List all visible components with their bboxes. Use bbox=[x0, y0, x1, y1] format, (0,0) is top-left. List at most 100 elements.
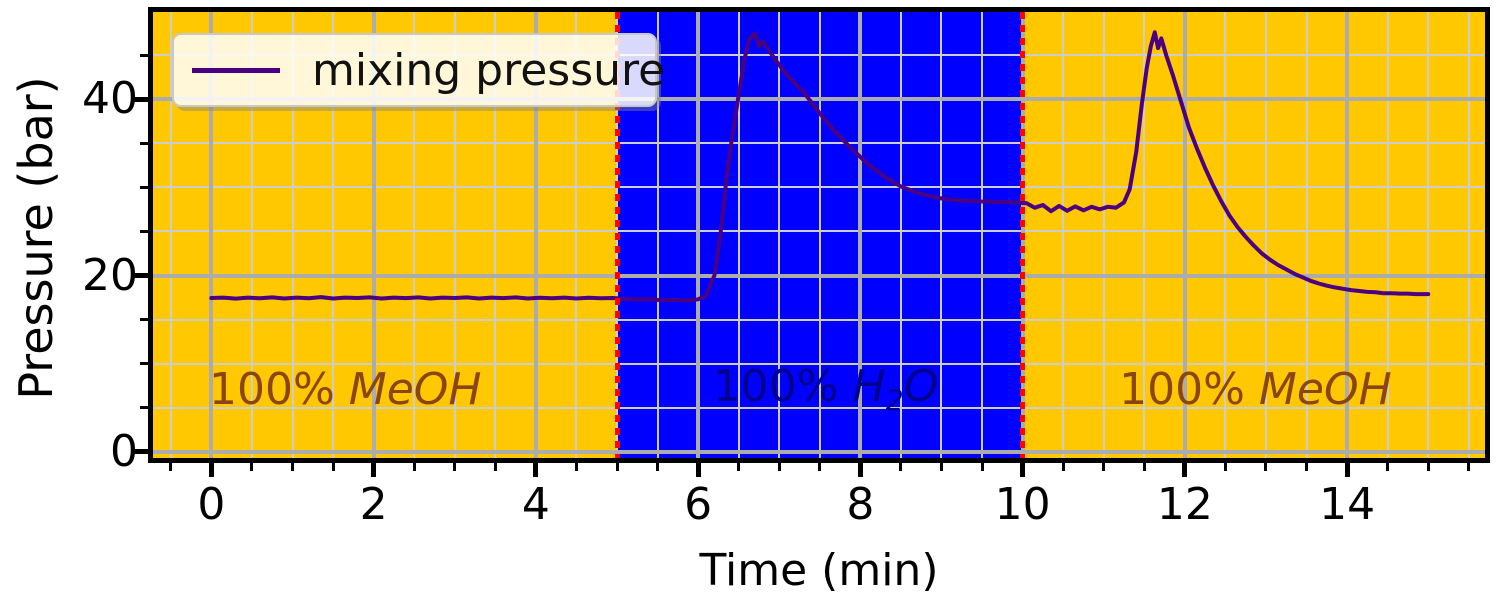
x-minor-tick bbox=[574, 463, 578, 471]
y-minor-gridline bbox=[153, 54, 1485, 57]
legend: mixing pressure bbox=[172, 33, 665, 107]
x-major-tick bbox=[371, 463, 377, 477]
x-major-gridline bbox=[533, 12, 538, 458]
y-minor-tick bbox=[140, 229, 148, 233]
y-minor-gridline bbox=[153, 362, 1485, 365]
x-minor-tick bbox=[1142, 463, 1146, 471]
x-tick-label: 2 bbox=[359, 479, 388, 530]
annotation-prefix: 100% bbox=[712, 360, 853, 412]
x-minor-tick bbox=[1467, 463, 1471, 471]
x-minor-gridline bbox=[1264, 12, 1267, 458]
y-minor-tick bbox=[140, 406, 148, 410]
x-minor-gridline bbox=[169, 12, 172, 458]
y-tick-label: 40 bbox=[82, 73, 138, 125]
region-annotations: 100% MeOH 100% H2O 100% MeOH bbox=[153, 12, 1485, 458]
x-minor-tick bbox=[412, 463, 416, 471]
x-minor-gridline bbox=[899, 12, 902, 458]
annotation-meoh: 100% MeOH bbox=[209, 368, 482, 412]
x-minor-gridline bbox=[413, 12, 416, 458]
x-major-gridline bbox=[371, 12, 376, 458]
x-minor-gridline bbox=[737, 12, 740, 458]
x-minor-gridline bbox=[940, 12, 943, 458]
x-minor-tick bbox=[1223, 463, 1227, 471]
x-tick-label: 14 bbox=[1319, 479, 1376, 530]
y-minor-tick bbox=[140, 185, 148, 189]
x-major-gridline bbox=[209, 12, 214, 458]
x-minor-tick bbox=[291, 463, 295, 471]
annotation-formula: MeOH bbox=[1258, 364, 1392, 416]
y-major-gridline bbox=[153, 449, 1485, 454]
x-minor-gridline bbox=[1305, 12, 1308, 458]
y-minor-tick bbox=[140, 362, 148, 366]
plot-area: 100% MeOH 100% H2O 100% MeOH mixing pressu… bbox=[148, 7, 1490, 463]
y-minor-tick bbox=[140, 141, 148, 145]
x-minor-tick bbox=[1061, 463, 1065, 471]
x-minor-tick bbox=[1264, 463, 1268, 471]
y-minor-gridline bbox=[153, 142, 1485, 145]
annotation-prefix: 100% bbox=[1119, 364, 1259, 416]
x-minor-tick bbox=[656, 463, 660, 471]
x-minor-tick bbox=[818, 463, 822, 471]
y-major-gridline bbox=[153, 273, 1485, 278]
y-minor-gridline bbox=[153, 406, 1485, 409]
y-major-tick bbox=[134, 273, 148, 279]
region-meoh-2 bbox=[1022, 12, 1485, 458]
x-minor-tick bbox=[169, 463, 173, 471]
x-tick-label: 0 bbox=[197, 479, 226, 530]
y-minor-gridline bbox=[153, 186, 1485, 189]
x-major-tick bbox=[1344, 463, 1350, 477]
y-major-tick bbox=[134, 449, 148, 455]
x-minor-tick bbox=[331, 463, 335, 471]
x-minor-tick bbox=[1102, 463, 1106, 471]
x-minor-tick bbox=[1386, 463, 1390, 471]
x-major-gridline bbox=[1182, 12, 1187, 458]
x-minor-tick bbox=[615, 463, 619, 471]
y-tick-labels: 0 20 40 bbox=[0, 12, 138, 474]
x-major-tick bbox=[533, 463, 539, 477]
x-major-tick bbox=[1020, 463, 1026, 477]
annotation-prefix: 100% bbox=[208, 364, 349, 416]
x-minor-gridline bbox=[1467, 12, 1470, 458]
vline-t5 bbox=[614, 12, 620, 458]
annotation-formula: O bbox=[903, 360, 939, 412]
pressure-line bbox=[209, 30, 1431, 303]
annotation-formula: H bbox=[852, 360, 886, 412]
x-minor-gridline bbox=[981, 12, 984, 458]
x-minor-gridline bbox=[1062, 12, 1065, 458]
x-minor-gridline bbox=[494, 12, 497, 458]
x-minor-gridline bbox=[1427, 12, 1430, 458]
y-minor-gridline bbox=[153, 230, 1485, 233]
legend-label: mixing pressure bbox=[312, 44, 666, 96]
x-tick-label: 10 bbox=[994, 479, 1051, 530]
x-axis-label: Time (min) bbox=[699, 545, 939, 596]
x-tick-label: 6 bbox=[684, 479, 713, 530]
x-major-gridline bbox=[1345, 12, 1350, 458]
x-minor-tick bbox=[250, 463, 254, 471]
x-minor-gridline bbox=[1386, 12, 1389, 458]
x-minor-gridline bbox=[250, 12, 253, 458]
annotation-subscript: 2 bbox=[885, 383, 904, 418]
x-major-gridline bbox=[696, 12, 701, 458]
annotation-meoh: 100% MeOH bbox=[1119, 368, 1392, 412]
x-minor-tick bbox=[980, 463, 984, 471]
x-minor-tick bbox=[939, 463, 943, 471]
x-minor-gridline bbox=[1224, 12, 1227, 458]
x-minor-gridline bbox=[1102, 12, 1105, 458]
x-tick-labels: 0 2 4 6 8 10 12 14 bbox=[153, 483, 1485, 533]
x-minor-tick bbox=[453, 463, 457, 471]
x-minor-tick bbox=[1426, 463, 1430, 471]
annotation-ho: 100% H2O bbox=[713, 364, 939, 418]
x-minor-gridline bbox=[1143, 12, 1146, 458]
x-minor-tick bbox=[777, 463, 781, 471]
x-major-tick bbox=[1182, 463, 1188, 477]
x-minor-gridline bbox=[656, 12, 659, 458]
annotation-formula: MeOH bbox=[348, 364, 482, 416]
x-minor-gridline bbox=[778, 12, 781, 458]
y-tick-label: 0 bbox=[110, 425, 138, 477]
x-minor-tick bbox=[899, 463, 903, 471]
x-major-gridline bbox=[858, 12, 863, 458]
x-minor-gridline bbox=[575, 12, 578, 458]
x-minor-tick bbox=[493, 463, 497, 471]
x-major-tick bbox=[857, 463, 863, 477]
